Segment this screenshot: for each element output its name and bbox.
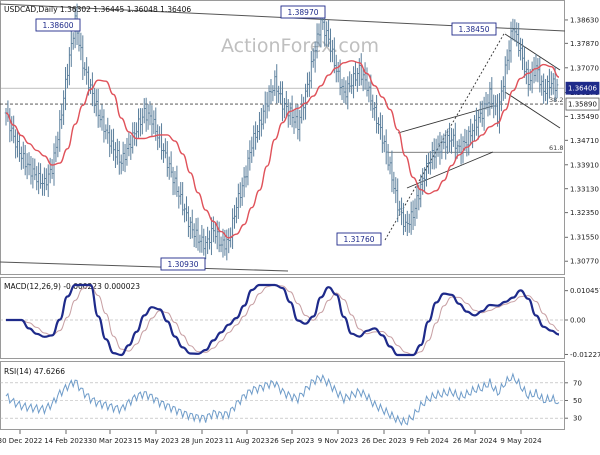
rsi-axis: 70 50 30 <box>565 379 582 423</box>
price-tick-label: 1.35490 <box>570 113 599 121</box>
macd-tick-label: 0.00 <box>570 317 586 325</box>
macd-signal-line <box>5 284 560 356</box>
annotation-label: 1.38970 <box>287 8 318 17</box>
price-tick-label: 1.38630 <box>570 16 599 24</box>
price-tick-label: 1.37870 <box>570 40 599 48</box>
macd-line <box>5 283 560 357</box>
price-tick-label: 1.33130 <box>570 185 599 193</box>
time-tick-label: 26 Dec 2023 <box>362 437 407 445</box>
annotation-box <box>160 257 206 271</box>
moving-average-line <box>5 60 560 239</box>
macd-tick-label: -0.012276 <box>570 351 600 359</box>
fib-382-label: 38.2 <box>549 96 563 104</box>
time-tick-label: 9 Nov 2023 <box>318 437 358 445</box>
price-annotations: 1.38600 1.38970 1.38450 1.30930 1.31760 <box>35 5 497 271</box>
rally-projection-line <box>384 31 506 241</box>
fib-618-label: 61.8 <box>549 144 563 152</box>
time-tick-label: 9 May 2024 <box>500 437 542 445</box>
time-tick-label: 30 Mar 2023 <box>88 437 132 445</box>
rising-channel-top <box>397 105 494 134</box>
time-tick-label: 30 Dec 2022 <box>0 437 42 445</box>
time-tick-label: 26 Mar 2024 <box>453 437 498 445</box>
time-tick-label: 14 Feb 2023 <box>44 437 88 445</box>
price-tick-label: 1.30770 <box>570 258 599 266</box>
time-tick-label: 28 Jun 2023 <box>181 437 223 445</box>
annotation-box <box>336 232 382 246</box>
price-tick-label: 1.32350 <box>570 209 599 217</box>
grid-layer <box>0 0 565 430</box>
price-tick-label: 1.37070 <box>570 64 599 72</box>
level-price-tag <box>565 97 600 111</box>
macd-panel-frame <box>0 277 565 359</box>
level-price-label: 1.35890 <box>568 101 597 109</box>
time-tick-label: 15 May 2023 <box>133 437 179 445</box>
price-tags: 1.36406 1.35890 <box>565 81 600 111</box>
annotation-label: 1.31760 <box>343 235 374 244</box>
annotation-label: 1.38600 <box>42 21 73 30</box>
falling-channel-top <box>504 33 561 71</box>
time-tick-label: 9 Feb 2024 <box>409 437 449 445</box>
annotation-box <box>451 22 497 36</box>
annotation-label: 1.30930 <box>167 260 198 269</box>
price-panel-title: USDCAD,Daily 1.36302 1.36445 1.36048 1.3… <box>4 5 191 14</box>
current-price-tag <box>565 81 600 95</box>
annotation-box <box>280 5 326 19</box>
rsi-tick-label: 30 <box>573 415 582 423</box>
rsi-line <box>5 372 560 427</box>
price-tick-label: 1.31550 <box>570 234 599 242</box>
price-bars <box>4 3 559 261</box>
rsi-panel-title: RSI(14) 47.6266 <box>4 367 65 376</box>
annotation-box <box>35 18 81 32</box>
time-tick-label: 26 Sep 2023 <box>270 437 314 445</box>
price-panel-frame <box>0 0 565 275</box>
rsi-panel-frame <box>0 361 565 430</box>
time-tick-label: 11 Aug 2023 <box>225 437 270 445</box>
watermark: ActionForex.com <box>221 35 379 57</box>
time-axis: 30 Dec 2022 14 Feb 2023 30 Mar 2023 15 May … <box>0 430 542 445</box>
macd-axis: 0.010457 0.00 -0.012276 <box>565 287 600 359</box>
lower-channel-trendline <box>0 261 289 272</box>
macd-tick-label: 0.010457 <box>570 287 600 295</box>
rising-channel-bottom <box>406 151 494 189</box>
price-axis: 1.386301.378701.370701.362701.354901.347… <box>565 16 599 266</box>
current-price-label: 1.36406 <box>568 85 597 93</box>
rsi-tick-label: 70 <box>573 379 582 387</box>
falling-channel-bottom <box>504 91 561 129</box>
annotation-label: 1.38450 <box>458 25 489 34</box>
price-tick-label: 1.34710 <box>570 137 599 145</box>
rsi-tick-label: 50 <box>573 397 582 405</box>
price-tick-label: 1.33910 <box>570 161 599 169</box>
